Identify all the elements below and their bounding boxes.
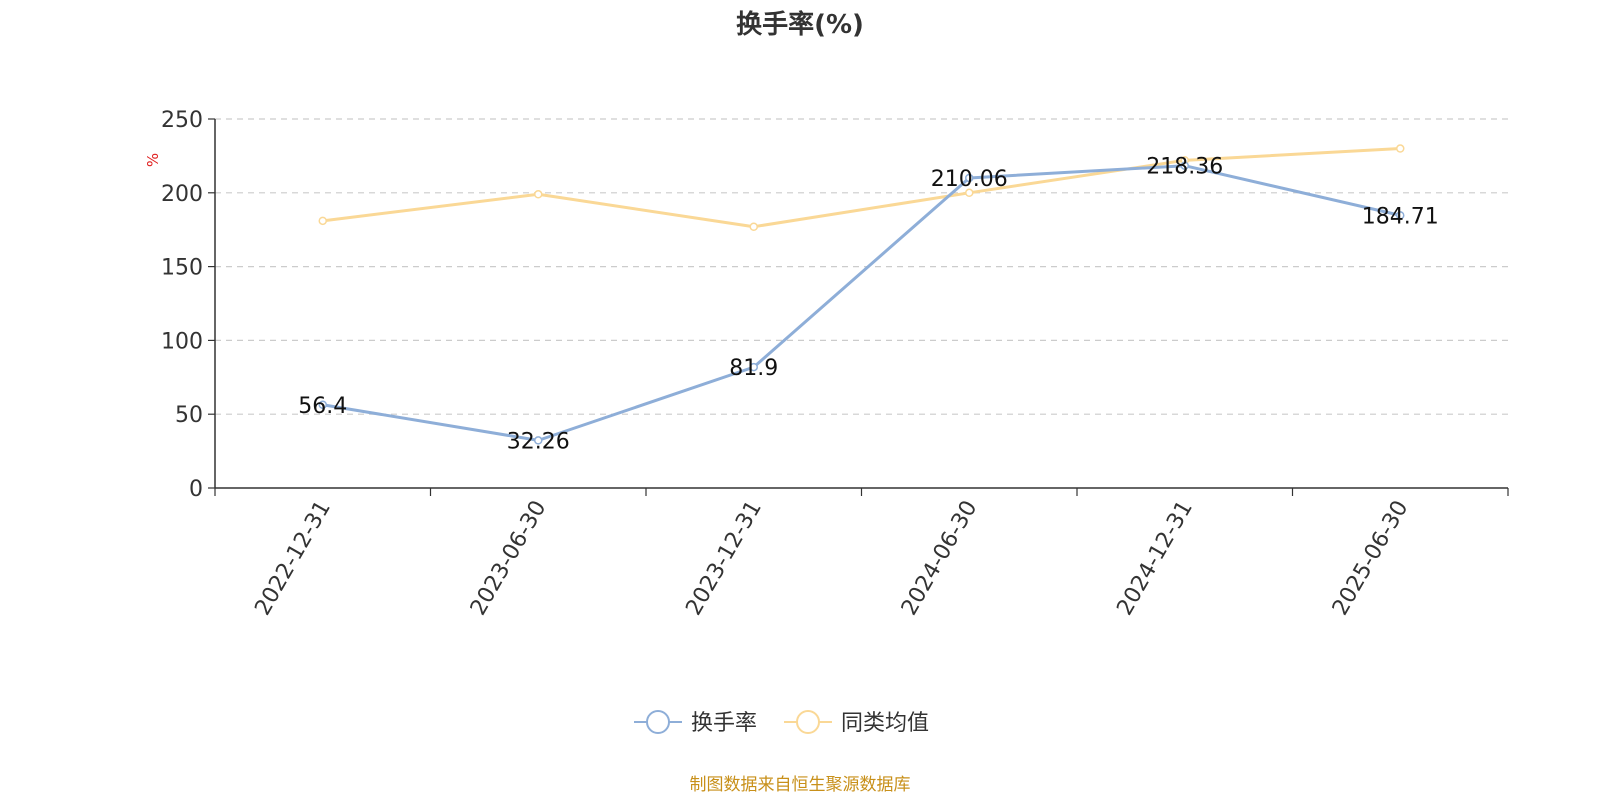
x-tick-label-3: 2024-06-30 (897, 497, 983, 620)
y-tick-label-5: 250 (161, 108, 203, 133)
series-1-point-5[interactable] (1396, 144, 1405, 153)
legend-item-1[interactable]: 同类均值 (784, 710, 929, 736)
series-0-point-3[interactable] (965, 173, 974, 183)
series-1-point-3[interactable] (965, 188, 974, 198)
series-0 (318, 161, 1405, 445)
series-1-point-2[interactable] (749, 222, 758, 231)
x-tick-label-0: 2022-12-31 (250, 497, 336, 620)
y-axis-unit-label: % (144, 153, 162, 167)
y-tick-label-3: 150 (161, 256, 203, 281)
legend-marker-1 (796, 710, 820, 734)
axes: 0 50 100 150 200 250 2022-12-31 2023-06-30 2023-… (161, 108, 1509, 620)
data-label-0-3: 210.06 (931, 167, 1008, 192)
legend-label-1: 同类均值 (841, 711, 929, 736)
x-tick-label-4: 2024-12-31 (1112, 497, 1198, 620)
series-lines (318, 144, 1405, 445)
legend-label-0: 换手率 (691, 711, 757, 736)
series-0-point-5[interactable] (1396, 211, 1405, 220)
legend-item-0[interactable]: 换手率 (634, 710, 757, 736)
legend-marker-0 (646, 710, 670, 734)
series-0-point-1[interactable] (534, 436, 543, 445)
data-label-0-5: 184.71 (1362, 204, 1439, 229)
series-1-point-1[interactable] (534, 190, 543, 199)
series-line-0 (322, 164, 1401, 442)
grid-lines (215, 118, 1508, 415)
y-tick-label-0: 0 (189, 477, 203, 502)
series-0-point-0[interactable] (318, 400, 327, 410)
data-label-0-1: 32.26 (507, 429, 570, 454)
legend[interactable]: 换手率 同类均值 (634, 710, 929, 736)
data-label-0-4: 218.36 (1146, 155, 1223, 180)
y-tick-label-1: 50 (175, 403, 203, 428)
data-labels: 56.4 32.26 81.9 210.06 218.36 184.71 (298, 155, 1438, 455)
series-1-point-0[interactable] (318, 216, 327, 226)
chart-title: 换手率(%) (736, 9, 864, 40)
data-label-0-0: 56.4 (298, 394, 347, 419)
series-0-point-4[interactable] (1180, 161, 1189, 170)
x-tick-label-1: 2023-06-30 (466, 497, 552, 620)
x-tick-label-5: 2025-06-30 (1328, 497, 1414, 620)
y-tick-label-4: 200 (161, 182, 203, 207)
data-label-0-2: 81.9 (729, 356, 778, 381)
x-tick-label-2: 2023-12-31 (681, 497, 767, 620)
source-note: 制图数据来自恒生聚源数据库 (690, 775, 911, 795)
series-line-1 (322, 147, 1401, 229)
series-1 (318, 144, 1405, 231)
series-0-point-2[interactable] (749, 362, 758, 372)
y-tick-label-2: 100 (161, 329, 203, 354)
